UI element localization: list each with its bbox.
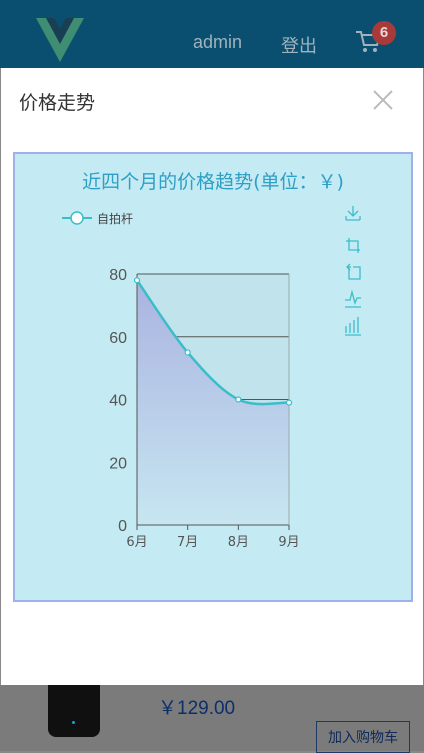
close-icon[interactable] <box>371 88 395 112</box>
y-tick-label: 80 <box>109 267 127 284</box>
data-point[interactable] <box>133 277 141 284</box>
axes <box>136 274 290 530</box>
chart-canvas: 近四个月的价格趋势(单位：￥) 自拍杆 0 20 40 60 80 6月 7月 8月 9月 <box>62 171 361 550</box>
legend-label: 自拍杆 <box>97 211 133 226</box>
data-point[interactable] <box>285 399 293 406</box>
legend-marker <box>70 211 84 225</box>
y-tick-label: 0 <box>118 518 127 535</box>
product-price: ￥129.00 <box>158 698 236 719</box>
y-tick-label: 20 <box>109 455 127 472</box>
modal-title: 价格走势 <box>19 92 96 114</box>
data-point[interactable] <box>235 396 242 403</box>
tick-labels: 0 20 40 60 80 6月 7月 8月 9月 <box>109 267 299 550</box>
admin-link[interactable]: admin <box>193 32 243 52</box>
bar-chart-icon[interactable] <box>345 317 361 336</box>
series-line <box>135 279 290 406</box>
logout-link[interactable]: 登出 <box>281 36 317 56</box>
chart-toolbox <box>345 206 361 336</box>
x-tick-label: 6月 <box>126 535 147 550</box>
vue-logo-icon[interactable] <box>36 18 84 62</box>
add-to-cart-button[interactable]: 加入购物车 <box>316 721 410 753</box>
product-image[interactable] <box>48 685 100 737</box>
zoom-reset-icon[interactable] <box>346 263 361 280</box>
price-trend-modal: 价格走势 近四个月的价格趋势(单位：￥) 自拍杆 <box>1 68 423 685</box>
y-tick-label: 60 <box>109 330 127 347</box>
x-tick-label: 7月 <box>177 535 198 550</box>
cart-count-badge: 6 <box>372 21 396 45</box>
price-chart: 近四个月的价格趋势(单位：￥) 自拍杆 0 20 40 60 80 6月 7月 8月 9月 <box>13 152 413 602</box>
x-tick-label: 9月 <box>278 535 299 550</box>
area-fill <box>137 280 289 525</box>
chart-title: 近四个月的价格趋势(单位：￥) <box>82 171 344 193</box>
zoom-icon[interactable] <box>346 238 360 253</box>
save-image-icon[interactable] <box>345 206 361 221</box>
y-tick-label: 40 <box>109 393 127 410</box>
legend[interactable]: 自拍杆 <box>62 211 133 226</box>
line-chart-icon[interactable] <box>345 289 361 308</box>
data-point[interactable] <box>184 349 191 356</box>
series-area <box>135 279 290 525</box>
x-tick-label: 8月 <box>228 535 249 550</box>
top-header: admin 登出 6 <box>0 0 424 68</box>
series-points <box>133 277 293 406</box>
